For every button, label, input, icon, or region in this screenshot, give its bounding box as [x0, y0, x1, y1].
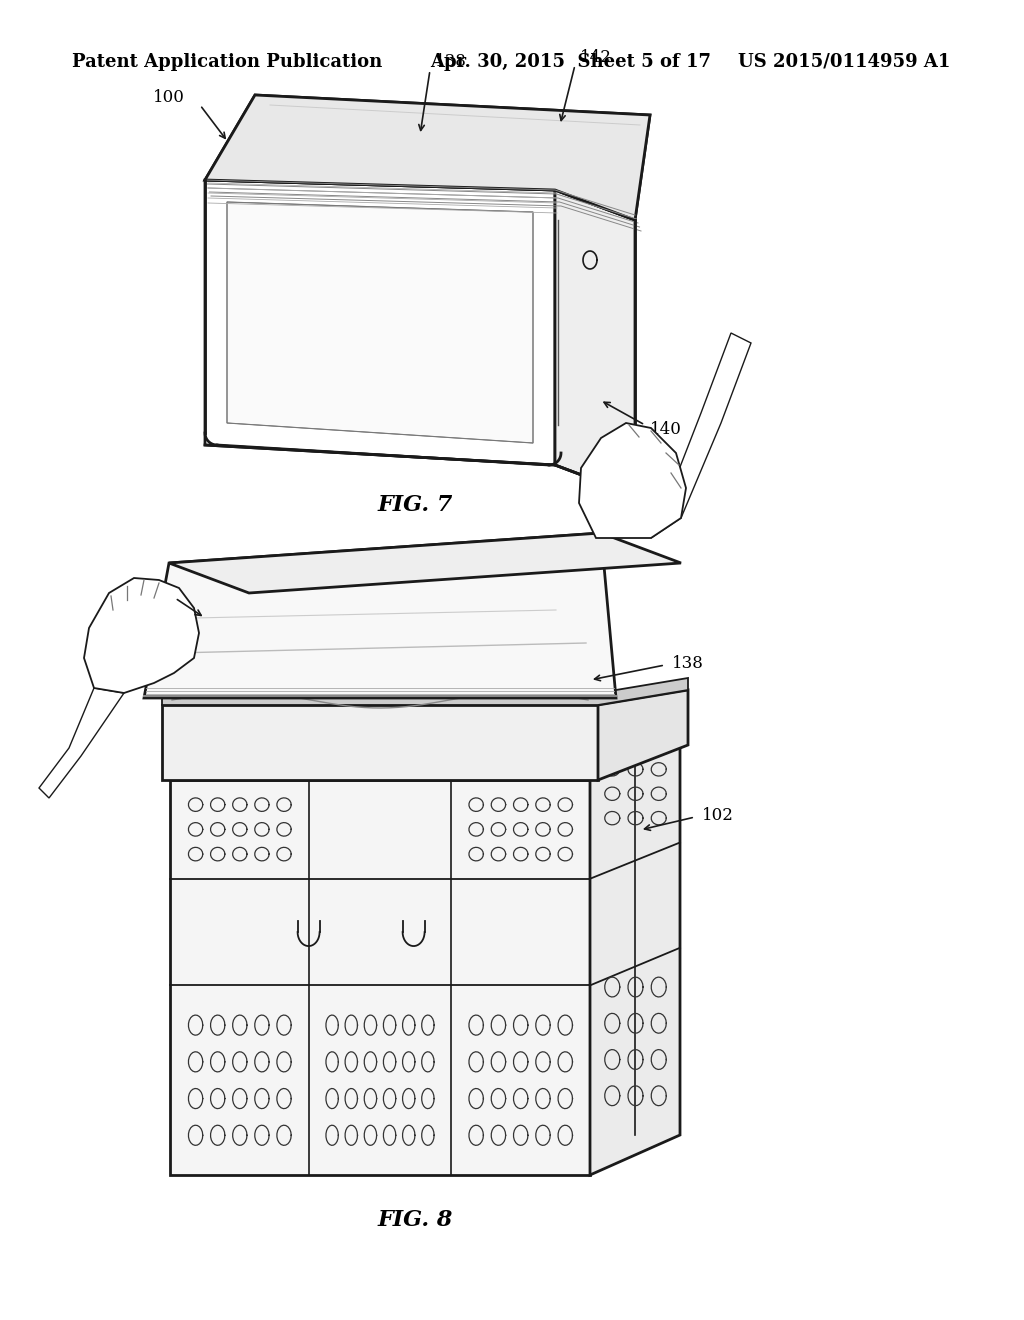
Polygon shape: [84, 578, 199, 693]
Text: FIG. 7: FIG. 7: [377, 494, 453, 516]
Text: Apr. 30, 2015  Sheet 5 of 17: Apr. 30, 2015 Sheet 5 of 17: [430, 53, 711, 71]
Polygon shape: [162, 705, 598, 780]
Polygon shape: [205, 180, 555, 465]
Polygon shape: [579, 422, 686, 539]
Polygon shape: [590, 744, 680, 1175]
Text: 138: 138: [435, 54, 467, 70]
Text: 138: 138: [672, 655, 703, 672]
Polygon shape: [205, 95, 650, 220]
Polygon shape: [144, 533, 616, 698]
Text: US 2015/0114959 A1: US 2015/0114959 A1: [737, 53, 950, 71]
Text: 102: 102: [702, 807, 734, 824]
Text: FIG. 8: FIG. 8: [377, 1209, 453, 1232]
Text: 100: 100: [130, 583, 162, 601]
Text: 140: 140: [650, 421, 682, 438]
Polygon shape: [651, 333, 751, 539]
Text: Patent Application Publication: Patent Application Publication: [72, 53, 382, 71]
Polygon shape: [555, 190, 635, 495]
Polygon shape: [598, 690, 688, 780]
Polygon shape: [205, 95, 650, 220]
Polygon shape: [170, 780, 590, 1175]
Text: 142: 142: [580, 49, 612, 66]
Polygon shape: [227, 202, 534, 444]
Polygon shape: [39, 688, 124, 799]
Polygon shape: [169, 533, 681, 593]
Text: 100: 100: [154, 90, 185, 107]
Polygon shape: [162, 678, 688, 705]
